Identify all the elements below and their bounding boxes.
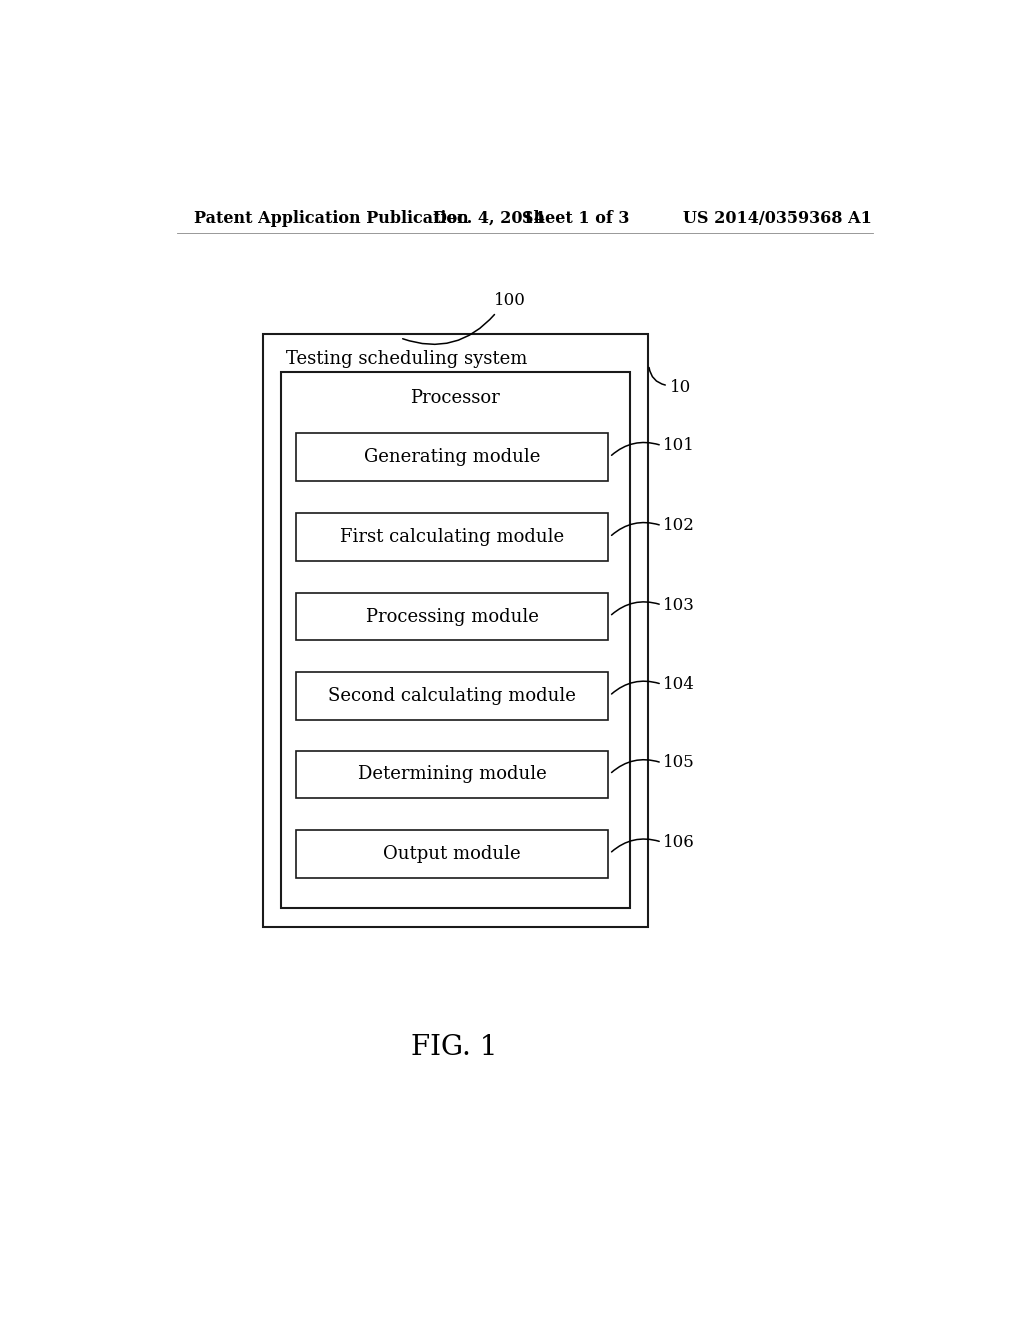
Bar (263, 334, 648, 927)
Text: 103: 103 (664, 597, 695, 614)
Text: 10: 10 (670, 379, 691, 396)
Text: Generating module: Generating module (364, 449, 541, 466)
Text: Output module: Output module (383, 845, 521, 863)
Text: Determining module: Determining module (357, 766, 547, 783)
Text: 105: 105 (664, 754, 695, 771)
Text: Dec. 4, 2014: Dec. 4, 2014 (433, 210, 545, 227)
Bar (296, 751, 608, 799)
Text: 102: 102 (664, 517, 695, 535)
Text: 100: 100 (494, 292, 525, 309)
Text: US 2014/0359368 A1: US 2014/0359368 A1 (683, 210, 872, 227)
Text: Processing module: Processing module (366, 607, 539, 626)
Text: Testing scheduling system: Testing scheduling system (286, 350, 527, 367)
Text: FIG. 1: FIG. 1 (411, 1035, 498, 1061)
Text: 101: 101 (664, 437, 695, 454)
Bar (296, 513, 608, 561)
Bar (296, 593, 608, 640)
Text: Sheet 1 of 3: Sheet 1 of 3 (522, 210, 630, 227)
Bar (296, 672, 608, 719)
Text: 104: 104 (664, 676, 695, 693)
Bar (296, 433, 608, 480)
Text: Patent Application Publication: Patent Application Publication (194, 210, 468, 227)
Bar (296, 830, 608, 878)
Text: 106: 106 (664, 834, 695, 850)
Text: Second calculating module: Second calculating module (328, 686, 575, 705)
Bar (281, 372, 630, 908)
Text: Processor: Processor (411, 389, 500, 407)
Text: First calculating module: First calculating module (340, 528, 564, 546)
